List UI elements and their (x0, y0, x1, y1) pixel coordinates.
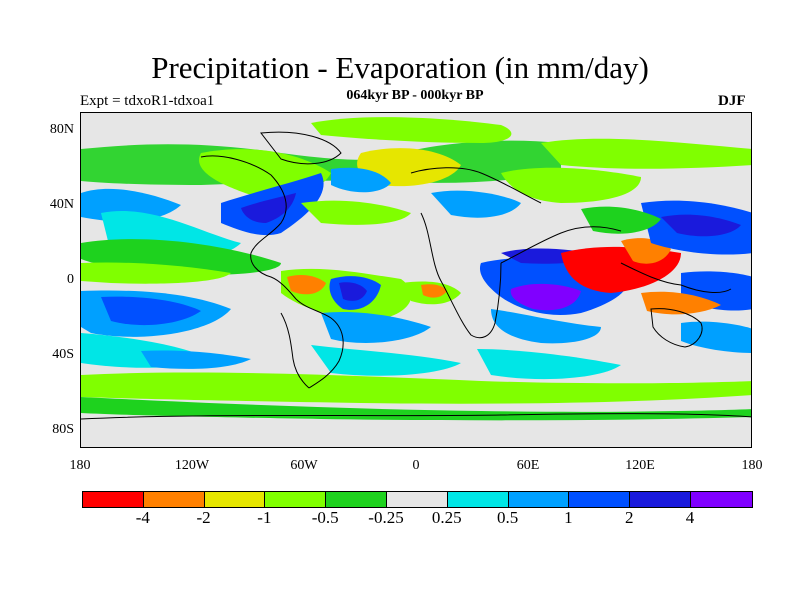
lon-label-180e: 180 (741, 458, 763, 473)
lon-label-60e: 60E (516, 458, 540, 473)
lon-label-60w: 60W (290, 458, 318, 473)
colorbar-swatch (508, 492, 570, 507)
precip-evap-map (81, 117, 751, 421)
lat-label-80s: 80S (52, 422, 74, 437)
lon-label-120e: 120E (625, 458, 655, 473)
colorbar-swatch (326, 492, 387, 507)
colorbar-swatch (143, 492, 205, 507)
lon-label-120w: 120W (174, 458, 210, 473)
colorbar (82, 491, 753, 508)
season-label: DJF (718, 93, 746, 109)
colorbar-label: 0.5 (496, 508, 519, 527)
lat-label-0: 0 (67, 272, 74, 287)
map-title: Precipitation - Evaporation (in mm/day) (151, 50, 649, 85)
coastlines (81, 131, 751, 420)
colorbar-swatch (690, 492, 752, 507)
colorbar-swatch (447, 492, 509, 507)
colorbar-swatch (204, 492, 266, 507)
colorbar-label: 0.25 (431, 508, 462, 527)
lat-label-40n: 40N (49, 197, 74, 212)
lat-label-80n: 80N (49, 122, 74, 137)
colorbar-label: -0.25 (368, 508, 404, 527)
experiment-label: Expt = tdxoR1-tdxoa1 (80, 93, 215, 109)
colorbar-swatch (386, 492, 448, 507)
lon-label-180w: 180 (69, 458, 91, 473)
colorbar-label: -2 (196, 508, 211, 527)
period-label: 064kyr BP - 000kyr BP (346, 88, 484, 103)
colorbar-label: 1 (564, 508, 573, 527)
map-panel (80, 112, 752, 448)
colorbar-swatch (569, 492, 631, 507)
colorbar-label: -0.5 (311, 508, 339, 527)
colorbar-label: -4 (135, 508, 150, 527)
lat-label-40s: 40S (52, 347, 74, 362)
colorbar-label: -1 (257, 508, 272, 527)
colorbar-swatch (630, 492, 691, 507)
colorbar-label: 2 (624, 508, 634, 527)
lon-label-0: 0 (412, 458, 420, 473)
colorbar-label: 4 (685, 508, 695, 527)
colorbar-swatch (265, 492, 327, 507)
field-shading (81, 117, 751, 421)
colorbar-swatch (83, 492, 144, 507)
